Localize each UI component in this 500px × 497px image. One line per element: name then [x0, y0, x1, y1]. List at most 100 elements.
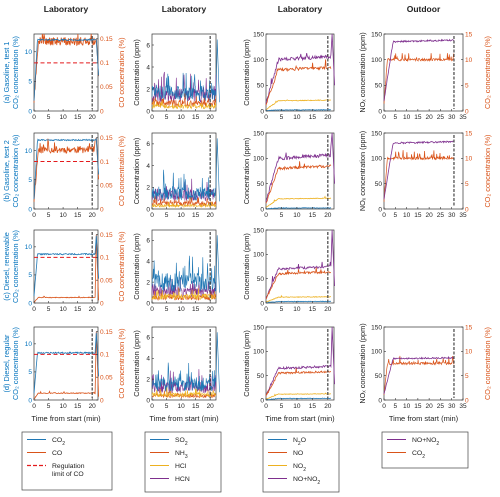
c1-r3-yr-yticklabel-1: 0.05 [100, 374, 113, 381]
c4-r3-yl-yticklabel-2: 100 [371, 349, 382, 356]
c4-r1-ylabel-left: NOₓ concentration (ppm) [358, 131, 367, 211]
c2-r1-x-ticklabel-2: 10 [177, 212, 185, 219]
c4-r3-yr-yticklabel-3: 15 [465, 324, 473, 331]
legend-2-label-3: NO+NO2 [293, 476, 320, 486]
c1-r0-x-ticklabel-3: 15 [74, 114, 82, 121]
legend-0 [21, 431, 113, 491]
c4-r1-yl-yticklabel-2: 100 [371, 156, 382, 163]
c2-r0-ylabel: Concentration (ppm) [132, 39, 141, 106]
c3-r2-y-yticklabel-0: 0 [260, 300, 264, 307]
c4-r1-yr-yticklabel-1: 5 [465, 181, 469, 188]
c3-r0-y-yticklabel-0: 0 [260, 108, 264, 115]
c3-r1-noplusno2-line [265, 132, 335, 203]
c3-r1-no-line [265, 161, 332, 204]
c1-r2-ylabel-right: CO concentration (%) [117, 231, 126, 301]
c4-r1-x-ticklabel-1: 5 [393, 212, 397, 219]
c3-r0-n2o-line [265, 109, 332, 112]
c4-r3-x-ticklabel-7: 35 [459, 403, 467, 410]
c1-r3-yl-yticklabel-1: 5 [28, 369, 32, 376]
c1-r1-yr-yticklabel-1: 0.05 [100, 183, 113, 190]
c1-r1-yr-yticklabel-3: 0.15 [100, 135, 113, 142]
c2-r2-hcn-line [151, 277, 217, 298]
c1-r3-yr-yticklabel-0: 0 [100, 397, 104, 404]
c3-r2-no-line [265, 267, 332, 300]
c3-r2-y-yticklabel-2: 100 [253, 252, 264, 259]
c3-r0-frame [265, 33, 335, 112]
c4-r3-co2-line [383, 355, 455, 395]
c3-r2-y-yticklabel-3: 150 [253, 227, 264, 234]
c1-r0-yl-yticklabel-2: 10 [25, 49, 33, 56]
c1-r3-frame [33, 326, 99, 401]
c4-r1-x-ticklabel-0: 0 [382, 212, 386, 219]
c2-r0-hcl-line [151, 100, 217, 110]
legend-1-label-2: HCl [175, 463, 187, 470]
c1-r1-ylabel-left: CO₂ concentration (%) [11, 135, 20, 208]
c3-r3-x-ticklabel-4: 20 [324, 403, 332, 410]
c4-r3-nox-line [383, 355, 455, 395]
c4-r0-yr-yticklabel-2: 10 [465, 57, 473, 64]
c2-r3-x-ticklabel-2: 10 [177, 403, 185, 410]
legend-2 [262, 431, 340, 493]
c2-r3-ylabel: Concentration (ppm) [132, 330, 141, 397]
c2-r2-x-ticklabel-3: 15 [192, 306, 200, 313]
c2-r2-y-yticklabel-3: 6 [146, 238, 150, 245]
c1-r2-yr-yticklabel-1: 0.05 [100, 277, 113, 284]
c1-r0-ylabel-right: CO concentration (%) [117, 37, 126, 107]
row-label-0: (a) Gasoline, test 1 [2, 42, 11, 104]
c4-r0-frame [383, 33, 464, 112]
c1-r3-x-ticklabel-2: 10 [59, 403, 67, 410]
xlabel-col2: Time from start (min) [265, 414, 335, 423]
c3-r0-noplusno2-line [265, 33, 335, 105]
c3-r2-ylabel: Concentration (ppm) [242, 233, 251, 300]
c3-r1-x-ticklabel-1: 5 [280, 212, 284, 219]
c4-r0-yr-yticklabel-1: 5 [465, 83, 469, 90]
c4-r3-ylabel-right: CO₂ concentration (%) [483, 327, 492, 400]
column-header-1: Laboratory [162, 4, 207, 14]
c4-r0-x-ticklabel-4: 20 [426, 114, 434, 121]
c2-r3-y-yticklabel-3: 6 [146, 335, 150, 342]
c3-r0-y-yticklabel-1: 50 [257, 83, 265, 90]
c2-r0-x-ticklabel-0: 0 [150, 114, 154, 121]
c2-r1-x-ticklabel-1: 5 [165, 212, 169, 219]
c4-r3-yl-yticklabel-3: 150 [371, 324, 382, 331]
c4-r0-yr-yticklabel-0: 0 [465, 108, 469, 115]
c3-r2-x-ticklabel-2: 10 [293, 306, 301, 313]
c4-r0-ylabel-left: NOₓ concentration (ppm) [358, 32, 367, 112]
c1-r0-yr-yticklabel-0: 0 [100, 108, 104, 115]
c1-r3-ylabel-right: CO concentration (%) [117, 328, 126, 398]
c1-r1-yl-yticklabel-2: 10 [25, 148, 33, 155]
legend-1 [144, 431, 222, 493]
c1-r1-yl-yticklabel-1: 5 [28, 177, 32, 184]
c1-r0-x-ticklabel-4: 20 [89, 114, 97, 121]
c3-r1-no2-line [265, 195, 332, 208]
c3-r1-x-ticklabel-4: 20 [324, 212, 332, 219]
c2-r3-x-ticklabel-1: 5 [165, 403, 169, 410]
c2-r2-so2-line [151, 235, 220, 293]
c1-r1-x-ticklabel-0: 0 [32, 212, 36, 219]
c1-r0-yr-yticklabel-2: 0.1 [100, 60, 109, 67]
legend-3 [381, 431, 469, 469]
c3-r3-y-yticklabel-1: 50 [257, 373, 265, 380]
c4-r3-ylabel-left: NOₓ concentration (ppm) [358, 323, 367, 403]
c1-r3-yl-yticklabel-0: 0 [28, 397, 32, 404]
c3-r0-x-ticklabel-4: 20 [324, 114, 332, 121]
c4-r3-yr-yticklabel-1: 5 [465, 373, 469, 380]
row-label-3: (d) Diesel, regular [2, 334, 11, 393]
c2-r1-hcl-line [151, 201, 217, 209]
c3-r1-y-yticklabel-1: 50 [257, 181, 265, 188]
c2-r0-hcn-line [151, 71, 217, 103]
c4-r0-x-ticklabel-1: 5 [393, 114, 397, 121]
c1-r3-co-line [33, 331, 99, 400]
c1-r2-x-ticklabel-4: 20 [89, 306, 97, 313]
c1-r1-x-ticklabel-3: 15 [74, 212, 82, 219]
c4-r0-x-ticklabel-2: 10 [403, 114, 411, 121]
c2-r0-x-ticklabel-1: 5 [165, 114, 169, 121]
c1-r0-x-ticklabel-1: 5 [47, 114, 51, 121]
c4-r1-co2-line [383, 150, 455, 202]
c4-r0-co2-line [383, 53, 455, 104]
c1-r3-x-ticklabel-3: 15 [74, 403, 82, 410]
c4-r0-x-ticklabel-7: 35 [459, 114, 467, 121]
c4-r1-yr-yticklabel-3: 15 [465, 130, 473, 137]
c4-r1-x-ticklabel-6: 30 [448, 212, 456, 219]
c2-r3-hcl-line [151, 387, 217, 399]
